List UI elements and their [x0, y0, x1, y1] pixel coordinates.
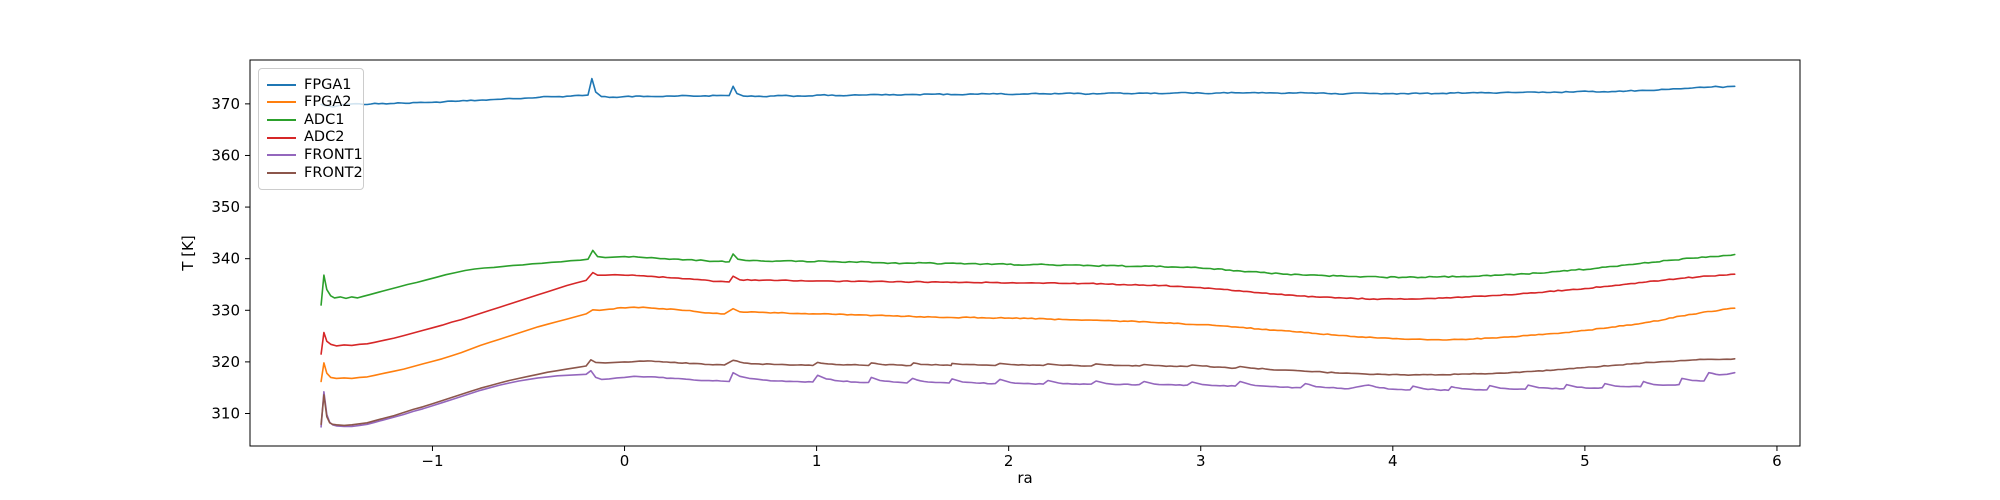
y-axis-label: T [K] — [179, 235, 197, 271]
legend-item-FPGA2: FPGA2 — [267, 94, 355, 112]
x-tick-label: 3 — [1196, 452, 1206, 470]
legend-item-FRONT2: FRONT2 — [267, 164, 363, 182]
x-tick-label: 5 — [1580, 452, 1590, 470]
x-tick-label: −1 — [421, 452, 443, 470]
legend-label: FRONT2 — [304, 164, 363, 181]
y-tick-label: 350 — [211, 198, 240, 216]
x-tick-label: 4 — [1388, 452, 1398, 470]
legend-label: FPGA2 — [304, 94, 352, 111]
legend-item-FPGA1: FPGA1 — [267, 76, 355, 94]
series-line-FRONT2 — [320, 357, 1736, 427]
legend-item-ADC2: ADC2 — [267, 129, 355, 147]
series-line-ADC2 — [320, 271, 1736, 355]
x-tick-label: 0 — [620, 452, 630, 470]
legend-line-sample — [267, 118, 296, 121]
legend-line-sample — [267, 83, 296, 86]
y-tick-label: 360 — [211, 146, 240, 164]
y-tick-label: 340 — [211, 250, 240, 268]
series-line-FRONT1 — [320, 369, 1736, 428]
y-tick-label: 370 — [211, 95, 240, 113]
legend-label: ADC2 — [304, 129, 345, 146]
x-tick-label: 2 — [1004, 452, 1014, 470]
legend-line-sample — [267, 136, 296, 139]
legend-label: FRONT1 — [304, 146, 363, 163]
series-line-FPGA1 — [320, 77, 1736, 108]
legend-line-sample — [267, 154, 296, 157]
legend-line-sample — [267, 101, 296, 104]
x-axis-label: ra — [1017, 469, 1033, 487]
legend-label: FPGA1 — [304, 76, 352, 93]
x-tick-label: 1 — [812, 452, 822, 470]
series-line-FPGA2 — [320, 306, 1736, 383]
y-tick-label: 320 — [211, 353, 240, 371]
series-line-ADC1 — [320, 249, 1736, 306]
legend-item-FRONT1: FRONT1 — [267, 146, 363, 164]
legend: FPGA1 FPGA2 ADC1 ADC2 FRONT1 FRONT2 — [258, 68, 364, 190]
y-tick-label: 310 — [211, 404, 240, 422]
axes-frame — [249, 59, 1801, 447]
legend-label: ADC1 — [304, 111, 345, 128]
x-tick-label: 6 — [1772, 452, 1782, 470]
legend-line-sample — [267, 171, 296, 174]
y-tick-label: 330 — [211, 301, 240, 319]
legend-item-ADC1: ADC1 — [267, 111, 355, 129]
